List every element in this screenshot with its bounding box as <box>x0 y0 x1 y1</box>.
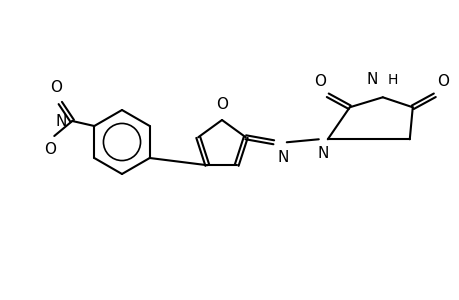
Text: N: N <box>366 72 377 87</box>
Text: N: N <box>316 146 328 161</box>
Text: N: N <box>56 113 67 128</box>
Text: N: N <box>276 150 288 165</box>
Text: O: O <box>216 97 228 112</box>
Text: O: O <box>313 74 325 89</box>
Text: O: O <box>50 80 62 95</box>
Text: H: H <box>387 73 397 87</box>
Text: O: O <box>436 74 448 89</box>
Text: O: O <box>44 142 56 157</box>
